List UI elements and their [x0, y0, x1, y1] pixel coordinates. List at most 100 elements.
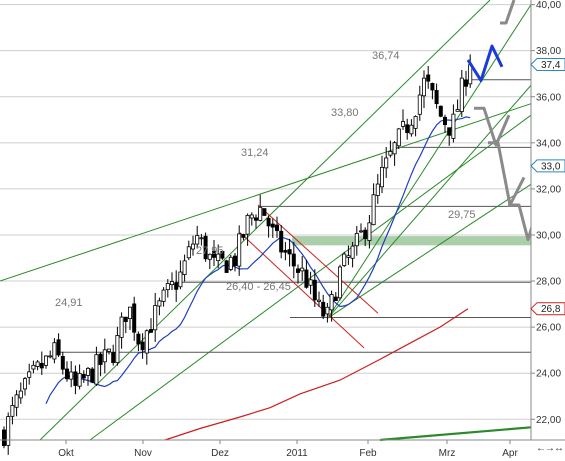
candle-body — [220, 250, 225, 259]
y-tick-label: 28,00 — [536, 277, 561, 288]
candle-body — [329, 294, 334, 311]
candle-body — [316, 299, 321, 302]
candle-body — [81, 374, 86, 379]
x-tick-label: 2011 — [286, 448, 308, 459]
y-tick-label: 40,00 — [536, 0, 561, 11]
price-annotation: 33,80 — [331, 107, 359, 119]
candle-body — [333, 296, 338, 301]
y-tick-label: 32,00 — [536, 184, 561, 195]
candle-body — [304, 269, 309, 288]
candle-body — [203, 235, 208, 260]
last-price-tags: 37,4 33,0 26,8 — [530, 58, 565, 316]
candle-body — [31, 364, 36, 370]
candle-body — [153, 305, 158, 331]
candle-body — [291, 253, 296, 267]
candlesticks — [2, 54, 473, 455]
y-tick-label: 36,00 — [536, 92, 561, 103]
candle-body — [211, 251, 216, 258]
candle-body — [463, 79, 468, 87]
y-axis-labels: 22,00 24,00 26,00 28,00 30,00 32,00 34,00 36,00… — [531, 0, 561, 426]
price-annotations: 36,74 33,80 31,24 27,95 29,75 26,40 - 26,45 24… — [55, 50, 476, 309]
y-tick-label: 26,00 — [536, 323, 561, 334]
candle-body — [102, 349, 107, 363]
price-tag-box — [530, 58, 565, 72]
scroll-left-arrow[interactable]: ← — [536, 443, 546, 454]
candle-body — [266, 217, 271, 227]
candle-body — [350, 245, 355, 259]
trend-line — [327, 84, 532, 319]
price-annotation: 29,75 — [448, 209, 476, 221]
candle-body — [157, 300, 162, 307]
candle-body — [270, 223, 275, 228]
candle-body — [400, 121, 405, 127]
candle-body — [224, 260, 229, 273]
y-tick-label: 24,00 — [536, 369, 561, 380]
trend-line — [0, 103, 532, 282]
candle-body — [354, 233, 359, 247]
candle-body — [325, 306, 330, 315]
forecast-paths — [466, 0, 540, 242]
candle-body — [90, 368, 95, 383]
price-tag-box — [530, 159, 565, 173]
candle-body — [119, 316, 124, 338]
x-tick-label: Okt — [58, 448, 74, 459]
candle-body — [174, 282, 179, 290]
candle-body — [39, 362, 44, 369]
price-annotation: 27,95 — [196, 245, 224, 257]
price-tag-label: 26,8 — [541, 304, 561, 315]
candle-body — [409, 124, 414, 135]
candle-body — [107, 348, 112, 352]
x-tick-label: Feb — [359, 448, 377, 459]
candle-body — [161, 289, 166, 302]
price-annotation: 36,74 — [372, 50, 400, 62]
candle-body — [69, 371, 74, 380]
candle-body — [60, 356, 65, 370]
price-tag-box — [530, 302, 565, 316]
trend-line — [327, 183, 532, 319]
candle-body — [300, 267, 305, 272]
forecast-path-alt — [488, 141, 526, 207]
candle-body — [421, 77, 426, 97]
candle-body — [48, 355, 53, 358]
price-annotation: 31,24 — [241, 147, 269, 159]
candle-body — [6, 416, 11, 446]
candle-body — [388, 151, 393, 156]
channel-line — [257, 204, 379, 314]
candle-body — [144, 330, 149, 354]
candle-body — [371, 194, 376, 226]
candle-body — [417, 94, 422, 115]
candle-body — [337, 266, 342, 299]
candle-body — [182, 260, 187, 275]
candle-body — [442, 116, 447, 126]
candle-body — [94, 354, 99, 385]
trend-line — [379, 426, 532, 442]
candle-body — [274, 224, 279, 232]
moving-average-fast — [45, 116, 471, 404]
x-axis-labels: Okt Nov Dez 2011 Feb Mrz Apr — [58, 440, 518, 459]
candle-body — [451, 113, 456, 139]
y-tick-label: 30,00 — [536, 230, 561, 241]
y-tick-label: 38,00 — [536, 46, 561, 57]
candle-body — [195, 235, 200, 245]
support-zone — [292, 236, 531, 246]
scroll-both-arrow[interactable]: ↔ — [554, 443, 564, 454]
candle-body — [434, 90, 439, 105]
candle-body — [18, 390, 23, 399]
candle-body — [27, 371, 32, 378]
candle-body — [321, 301, 326, 317]
candle-body — [241, 234, 246, 238]
moving-average-slow — [164, 308, 469, 441]
candle-body — [115, 335, 120, 364]
candle-body — [459, 77, 464, 112]
candle-body — [396, 128, 401, 147]
x-tick-label: Nov — [134, 448, 152, 459]
y-tick-label: 34,00 — [536, 138, 561, 149]
candle-body — [186, 246, 191, 259]
scroll-right-arrow[interactable]: → — [545, 443, 555, 454]
candle-body — [438, 105, 443, 117]
candle-body — [98, 353, 103, 365]
candle-body — [10, 405, 15, 417]
candle-body — [136, 333, 141, 345]
candle-body — [77, 373, 82, 387]
